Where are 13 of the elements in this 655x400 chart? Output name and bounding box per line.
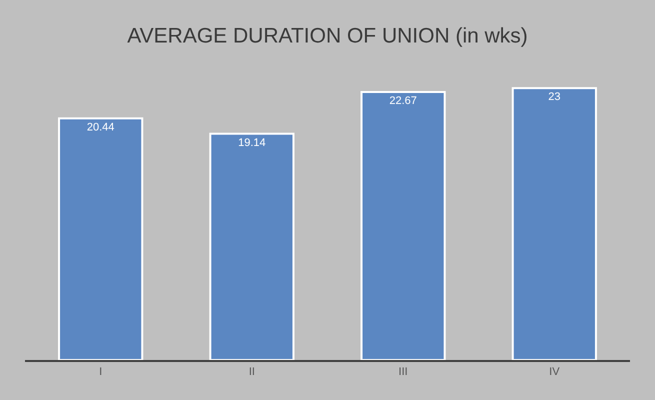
bar — [360, 91, 446, 360]
data-label: 20.44 — [86, 121, 114, 134]
x-tick-label: III — [398, 366, 408, 378]
x-tick-label: I — [99, 366, 102, 378]
data-label: 19.14 — [238, 136, 266, 149]
x-tick-label: II — [248, 366, 255, 378]
x-tick-label: IV — [549, 366, 560, 378]
bar — [512, 87, 597, 360]
chart-title: AVERAGE DURATION OF UNION (in wks) — [127, 24, 528, 48]
bar — [58, 117, 144, 360]
data-label: 22.67 — [389, 95, 417, 108]
bar — [209, 132, 294, 360]
data-label: 23 — [548, 91, 560, 104]
